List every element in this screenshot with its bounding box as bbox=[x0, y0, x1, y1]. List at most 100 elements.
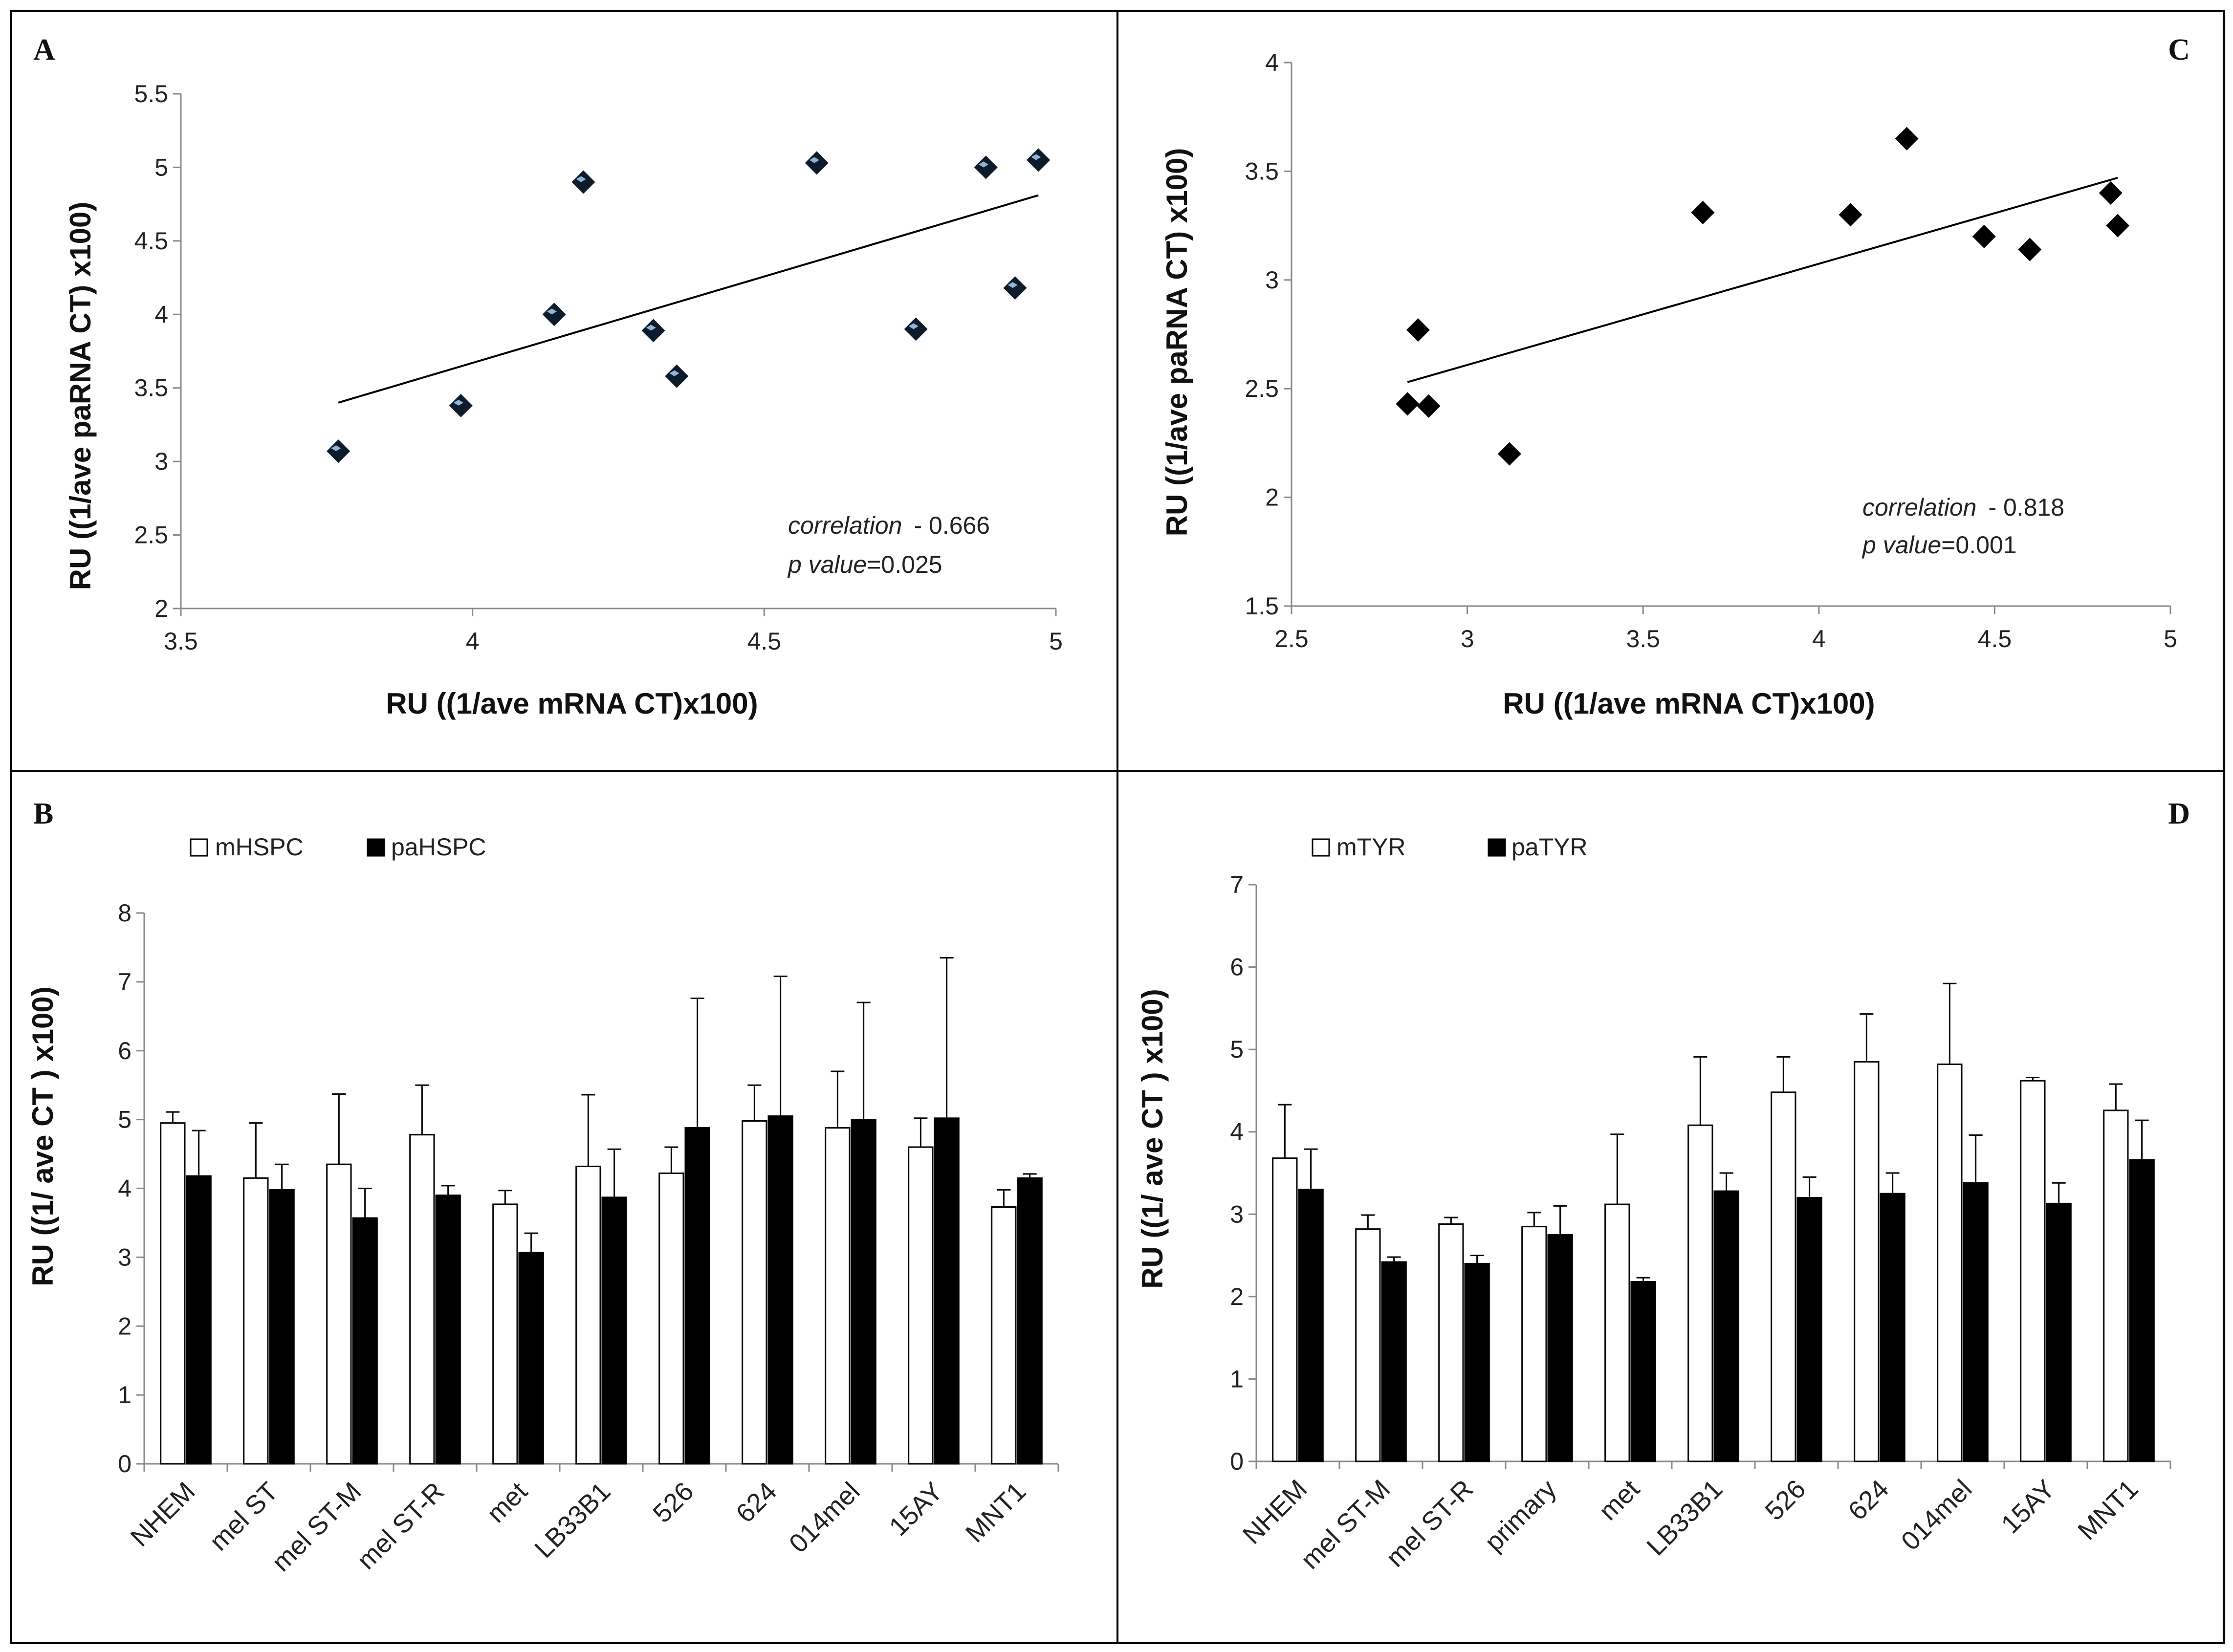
legend-label-mhspc: mHSPC bbox=[215, 833, 304, 861]
bar bbox=[1880, 1193, 1905, 1462]
bar-group bbox=[1381, 1256, 1407, 1462]
bar bbox=[160, 1122, 186, 1465]
bar-group bbox=[658, 1146, 684, 1465]
bar bbox=[851, 1119, 876, 1465]
category-label: MNT1 bbox=[2072, 1474, 2144, 1545]
data-point bbox=[904, 317, 928, 341]
y-tick-label: 0 bbox=[1230, 1448, 1244, 1475]
y-tick-label: 2.5 bbox=[1245, 375, 1279, 402]
bar bbox=[409, 1134, 435, 1465]
bar-group bbox=[160, 1111, 186, 1465]
bar-group bbox=[1604, 1133, 1630, 1462]
y-tick-label: 6 bbox=[118, 1037, 131, 1065]
bar bbox=[492, 1203, 518, 1465]
bar-group bbox=[518, 1232, 544, 1465]
bar bbox=[1298, 1189, 1324, 1462]
y-tick-label: 1 bbox=[118, 1381, 131, 1409]
bar bbox=[1464, 1262, 1490, 1462]
data-point bbox=[1396, 392, 1420, 416]
data-point bbox=[641, 319, 665, 343]
point-marker-highlight bbox=[809, 157, 820, 163]
panel-b-letter: B bbox=[33, 797, 53, 830]
chart-a-correlation: correlation - 0.666 bbox=[788, 512, 990, 539]
bar bbox=[1355, 1228, 1381, 1462]
bar bbox=[2103, 1109, 2129, 1462]
data-point bbox=[1972, 224, 1996, 248]
bar-group bbox=[1017, 1173, 1043, 1465]
y-tick-label: 4 bbox=[1265, 49, 1279, 76]
point-marker-highlight bbox=[646, 325, 656, 331]
y-tick-label: 4 bbox=[154, 301, 168, 328]
bar-group bbox=[2129, 1119, 2155, 1462]
y-tick-label: 2 bbox=[1265, 484, 1279, 511]
point-marker bbox=[2018, 238, 2042, 261]
chart-a-xlabel: RU ((1/ave mRNA CT)x100) bbox=[386, 687, 758, 720]
category-label: met bbox=[481, 1477, 533, 1528]
bar bbox=[1604, 1203, 1630, 1462]
x-tick-label: 4 bbox=[466, 628, 480, 655]
x-tick-label: 3 bbox=[1461, 625, 1474, 652]
data-point bbox=[449, 393, 473, 417]
legend-swatch-mhspc bbox=[190, 838, 208, 857]
bar bbox=[1963, 1182, 1989, 1462]
category-label: 624 bbox=[730, 1477, 782, 1528]
y-tick-label: 5 bbox=[118, 1106, 131, 1133]
chart-a-pvalue: p value=0.025 bbox=[787, 551, 942, 578]
data-point bbox=[1003, 276, 1027, 300]
bar bbox=[1796, 1197, 1822, 1462]
bar bbox=[1687, 1124, 1713, 1462]
point-marker-highlight bbox=[1007, 282, 1018, 288]
point-marker-highlight bbox=[669, 370, 679, 376]
bar-group bbox=[601, 1148, 627, 1465]
bar-group bbox=[1298, 1148, 1324, 1462]
point-marker bbox=[1691, 200, 1715, 224]
point-marker bbox=[1027, 148, 1051, 172]
bar-group bbox=[1521, 1212, 1547, 1462]
data-point bbox=[2106, 214, 2130, 238]
point-marker bbox=[641, 319, 665, 343]
data-point bbox=[1417, 394, 1441, 418]
trendline bbox=[1407, 176, 2118, 383]
y-tick-label: 3 bbox=[154, 448, 168, 475]
category-label: primary bbox=[1479, 1474, 1562, 1557]
correlation-value: - 0.666 bbox=[914, 512, 990, 539]
x-tick-label: 4.5 bbox=[1978, 625, 2012, 652]
p-value-label: p value bbox=[787, 551, 867, 578]
bar bbox=[825, 1127, 851, 1465]
x-tick-label: 3.5 bbox=[1626, 625, 1660, 652]
bar bbox=[1771, 1091, 1796, 1462]
point-marker bbox=[1396, 392, 1420, 416]
bar bbox=[2020, 1080, 2046, 1462]
bar bbox=[742, 1120, 767, 1465]
legend-swatch-mtyr bbox=[1312, 838, 1330, 857]
chart-d-legend: mTYR paTYR bbox=[1312, 833, 1588, 861]
trendline bbox=[338, 194, 1039, 404]
bar bbox=[1630, 1281, 1656, 1462]
y-tick-label: 3.5 bbox=[134, 374, 168, 402]
legend-label-patyr: paTYR bbox=[1511, 833, 1588, 861]
x-tick-label: 4.5 bbox=[747, 628, 782, 655]
bar bbox=[2129, 1159, 2155, 1462]
data-point bbox=[1839, 203, 1862, 227]
data-point bbox=[1027, 148, 1051, 172]
y-tick-label: 1.5 bbox=[1245, 592, 1279, 620]
panel-d-letter: D bbox=[2168, 797, 2190, 830]
bar bbox=[2046, 1202, 2072, 1462]
p-value-value: =0.001 bbox=[1941, 531, 2016, 559]
point-marker-highlight bbox=[576, 176, 586, 182]
point-marker bbox=[1497, 442, 1521, 466]
point-marker bbox=[805, 151, 829, 175]
data-point bbox=[805, 151, 829, 175]
y-tick-label: 7 bbox=[1230, 871, 1244, 898]
chart-c-xlabel: RU ((1/ave mRNA CT)x100) bbox=[1503, 687, 1875, 720]
x-tick-label: 2.5 bbox=[1274, 625, 1309, 652]
y-tick-label: 2 bbox=[1230, 1283, 1244, 1310]
bar bbox=[435, 1195, 461, 1465]
panel-d-frame bbox=[1116, 770, 2225, 1644]
data-point bbox=[571, 170, 595, 194]
data-point bbox=[327, 439, 350, 463]
point-marker bbox=[571, 170, 595, 194]
point-marker bbox=[449, 393, 473, 417]
panel-a-letter: A bbox=[33, 33, 55, 66]
